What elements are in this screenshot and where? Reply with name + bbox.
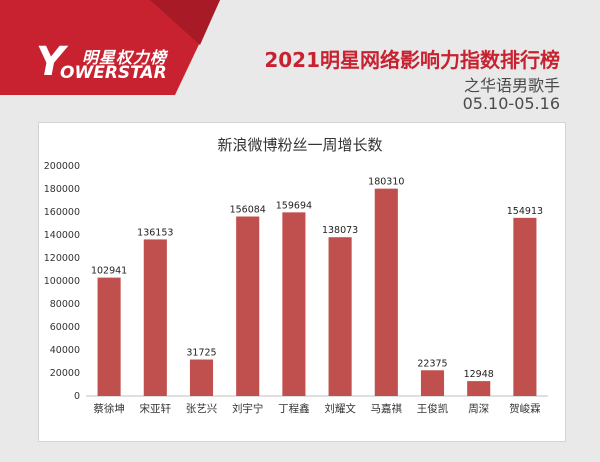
header-banner: Y 明星权力榜 OWERSTAR 2021明星网络影响力指数排行榜 之华语男歌手… — [0, 0, 600, 118]
x-tick-label: 马嘉祺 — [371, 402, 403, 415]
y-tick-label: 160000 — [44, 207, 80, 218]
y-tick-label: 80000 — [50, 299, 80, 310]
y-tick-label: 60000 — [50, 322, 80, 333]
y-tick-label: 100000 — [44, 276, 80, 287]
bar — [420, 370, 445, 396]
logo-english: OWERSTAR — [60, 63, 167, 83]
bar-value-label: 102941 — [91, 266, 127, 277]
y-tick-label: 180000 — [44, 184, 80, 195]
y-tick-label: 140000 — [44, 230, 80, 241]
page-title: 2021明星网络影响力指数排行榜 — [264, 48, 560, 72]
page-subtitle: 之华语男歌手 — [463, 76, 560, 95]
x-tick-label: 宋亚轩 — [140, 402, 172, 415]
y-tick-label: 40000 — [50, 345, 80, 356]
chart-title: 新浪微博粉丝一周增长数 — [217, 136, 383, 154]
bar — [328, 237, 352, 396]
x-tick-label: 蔡徐坤 — [93, 402, 125, 415]
bar-value-label: 136153 — [137, 227, 173, 238]
y-tick-label: 200000 — [44, 161, 80, 172]
y-tick-label: 0 — [74, 391, 80, 402]
bar — [236, 216, 260, 396]
y-tick-label: 20000 — [50, 368, 80, 379]
bar — [467, 381, 491, 396]
x-tick-label: 周深 — [468, 403, 489, 415]
date-range: 05.10-05.16 — [462, 94, 560, 113]
bar-value-label: 31725 — [186, 348, 216, 359]
bar-value-label: 154913 — [507, 206, 543, 217]
bar — [97, 277, 121, 396]
bar — [282, 212, 306, 396]
x-tick-label: 刘宇宁 — [232, 402, 264, 415]
bar-value-label: 159694 — [276, 200, 312, 211]
logo-letter: Y — [36, 39, 65, 85]
bar-value-label: 156084 — [230, 205, 266, 216]
bar — [374, 188, 398, 396]
x-tick-label: 丁程鑫 — [278, 402, 310, 415]
logo-background — [0, 0, 220, 95]
bar-value-label: 180310 — [368, 177, 404, 188]
bar-value-label: 12948 — [464, 369, 494, 380]
bar — [513, 217, 537, 396]
x-tick-label: 王俊凯 — [417, 402, 449, 415]
x-tick-label: 张艺兴 — [186, 403, 218, 415]
y-tick-label: 120000 — [44, 253, 80, 264]
bar-value-label: 138073 — [322, 225, 358, 236]
logo-chinese: 明星权力榜 — [82, 48, 168, 67]
bar — [189, 359, 214, 396]
x-tick-label: 刘耀文 — [324, 402, 356, 415]
bar-value-label: 22375 — [417, 358, 447, 369]
x-tick-label: 贺峻霖 — [509, 402, 541, 415]
bar — [143, 239, 167, 396]
